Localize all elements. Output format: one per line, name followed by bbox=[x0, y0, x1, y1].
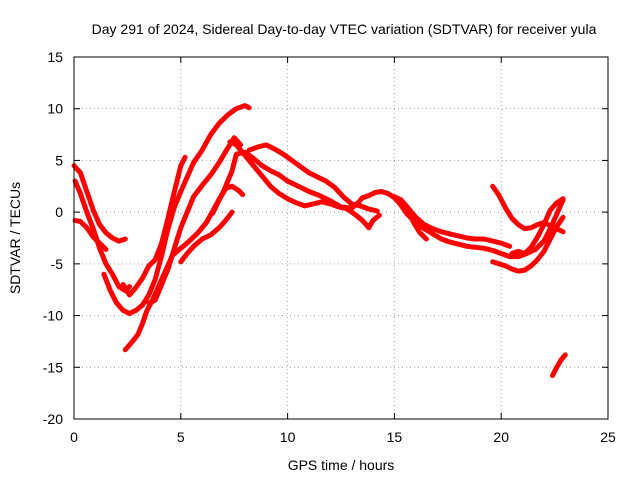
plot-frame bbox=[73, 56, 609, 420]
x-tick-label: 5 bbox=[177, 429, 185, 445]
x-tick-label: 20 bbox=[493, 429, 509, 445]
series-arc-14 bbox=[490, 183, 566, 235]
series-arc-1 bbox=[71, 163, 128, 244]
series-arc-10 bbox=[227, 139, 382, 231]
x-axis-label: GPS time / hours bbox=[288, 457, 395, 473]
y-tick-label: -15 bbox=[43, 359, 63, 375]
x-tick-label: 10 bbox=[280, 429, 296, 445]
y-tick-label: -10 bbox=[43, 308, 63, 324]
series-arc-16 bbox=[509, 196, 566, 256]
axis-ticks bbox=[73, 56, 609, 420]
series-arc-15 bbox=[490, 214, 566, 274]
y-tick-label: 5 bbox=[55, 152, 63, 168]
x-tick-labels: 0 5 10 15 20 25 bbox=[70, 429, 616, 445]
x-tick-label: 0 bbox=[70, 429, 78, 445]
y-tick-label: -20 bbox=[43, 411, 63, 427]
series-arc-9 bbox=[210, 183, 246, 216]
series-arc-6 bbox=[122, 149, 566, 353]
y-axis-label: SDTVAR / TECUs bbox=[7, 182, 23, 294]
y-tick-label: 10 bbox=[47, 101, 63, 117]
series-arc-7 bbox=[146, 135, 244, 306]
data-series bbox=[71, 103, 568, 379]
chart-title: Day 291 of 2024, Sidereal Day-to-day VTE… bbox=[92, 21, 597, 37]
grid-lines bbox=[74, 57, 608, 419]
y-tick-label: 15 bbox=[47, 49, 63, 65]
series-arc-4 bbox=[101, 103, 252, 316]
x-tick-label: 15 bbox=[387, 429, 403, 445]
y-tick-labels: -20 -15 -10 -5 0 5 10 15 bbox=[43, 49, 63, 427]
series-arc-8 bbox=[178, 209, 235, 265]
x-tick-label: 25 bbox=[600, 429, 616, 445]
series-arc-17 bbox=[550, 352, 568, 379]
y-tick-label: 0 bbox=[55, 204, 63, 220]
series-arc-11 bbox=[246, 142, 380, 214]
series-arc-5 bbox=[120, 154, 188, 298]
series-arc-13 bbox=[404, 205, 429, 242]
series-arc-3 bbox=[72, 217, 109, 252]
y-tick-label: -5 bbox=[51, 256, 64, 272]
series-arc-2 bbox=[72, 178, 132, 294]
